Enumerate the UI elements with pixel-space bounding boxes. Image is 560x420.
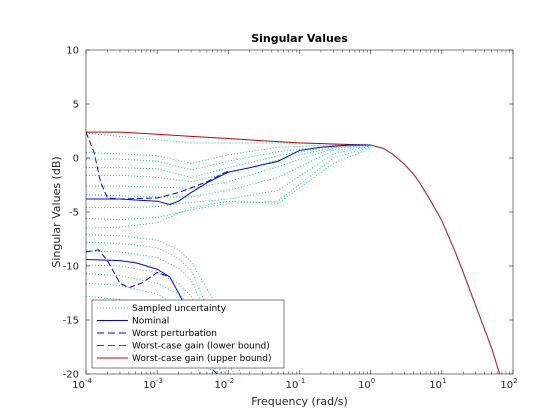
- y-tick-label: 10: [66, 46, 79, 57]
- sampled-uncertainty-curve-5: [86, 144, 371, 189]
- worst-case-gain-upper-bound-curve-0: [86, 131, 371, 146]
- plot-curves: [86, 131, 501, 374]
- rolloff-curve: [370, 144, 501, 374]
- x-tick-label: 102: [500, 377, 517, 391]
- x-tick-label: 10-4: [72, 377, 92, 391]
- y-tick-label: 5: [73, 100, 79, 111]
- chart-title: Singular Values: [251, 32, 348, 45]
- legend: Sampled uncertainty Nominal Worst perturba…: [91, 299, 285, 369]
- x-tick-label: 10-3: [143, 377, 163, 391]
- nominal-curve-1: [86, 259, 192, 319]
- legend-label-2: Worst perturbation: [132, 329, 217, 339]
- y-tick-label: 0: [73, 154, 79, 165]
- sampled-uncertainty-curve-8: [86, 146, 371, 221]
- y-tick-label: -20: [63, 370, 79, 381]
- x-tick-label: 101: [429, 377, 446, 391]
- legend-label-0: Sampled uncertainty: [132, 304, 227, 314]
- axis-ticks: 10-4 10-3 10-2 10-1 100 101 102 10 5 0 -5 -10 -15 -20: [63, 46, 518, 392]
- y-axis-label: Singular Values (dB): [50, 156, 63, 267]
- x-tick-label: 100: [358, 377, 375, 391]
- worst-perturbation-curve-1: [86, 249, 170, 289]
- y-tick-label: -5: [69, 208, 79, 219]
- legend-label-3: Worst-case gain (lower bound): [132, 342, 270, 352]
- nominal-curve-2: [212, 369, 218, 374]
- legend-label-4: Worst-case gain (upper bound): [132, 354, 271, 364]
- worst-perturbation-curve-0: [86, 131, 229, 200]
- x-axis-label: Frequency (rad/s): [251, 395, 348, 408]
- y-tick-label: -15: [63, 316, 79, 327]
- x-tick-label: 10-2: [214, 377, 234, 391]
- x-tick-label: 10-1: [286, 377, 306, 391]
- y-tick-label: -10: [63, 262, 79, 273]
- legend-label-1: Nominal: [132, 317, 169, 327]
- nominal-curve-0: [86, 144, 371, 205]
- legend-box: [91, 299, 285, 369]
- sampled-uncertainty-curve-1: [86, 144, 371, 164]
